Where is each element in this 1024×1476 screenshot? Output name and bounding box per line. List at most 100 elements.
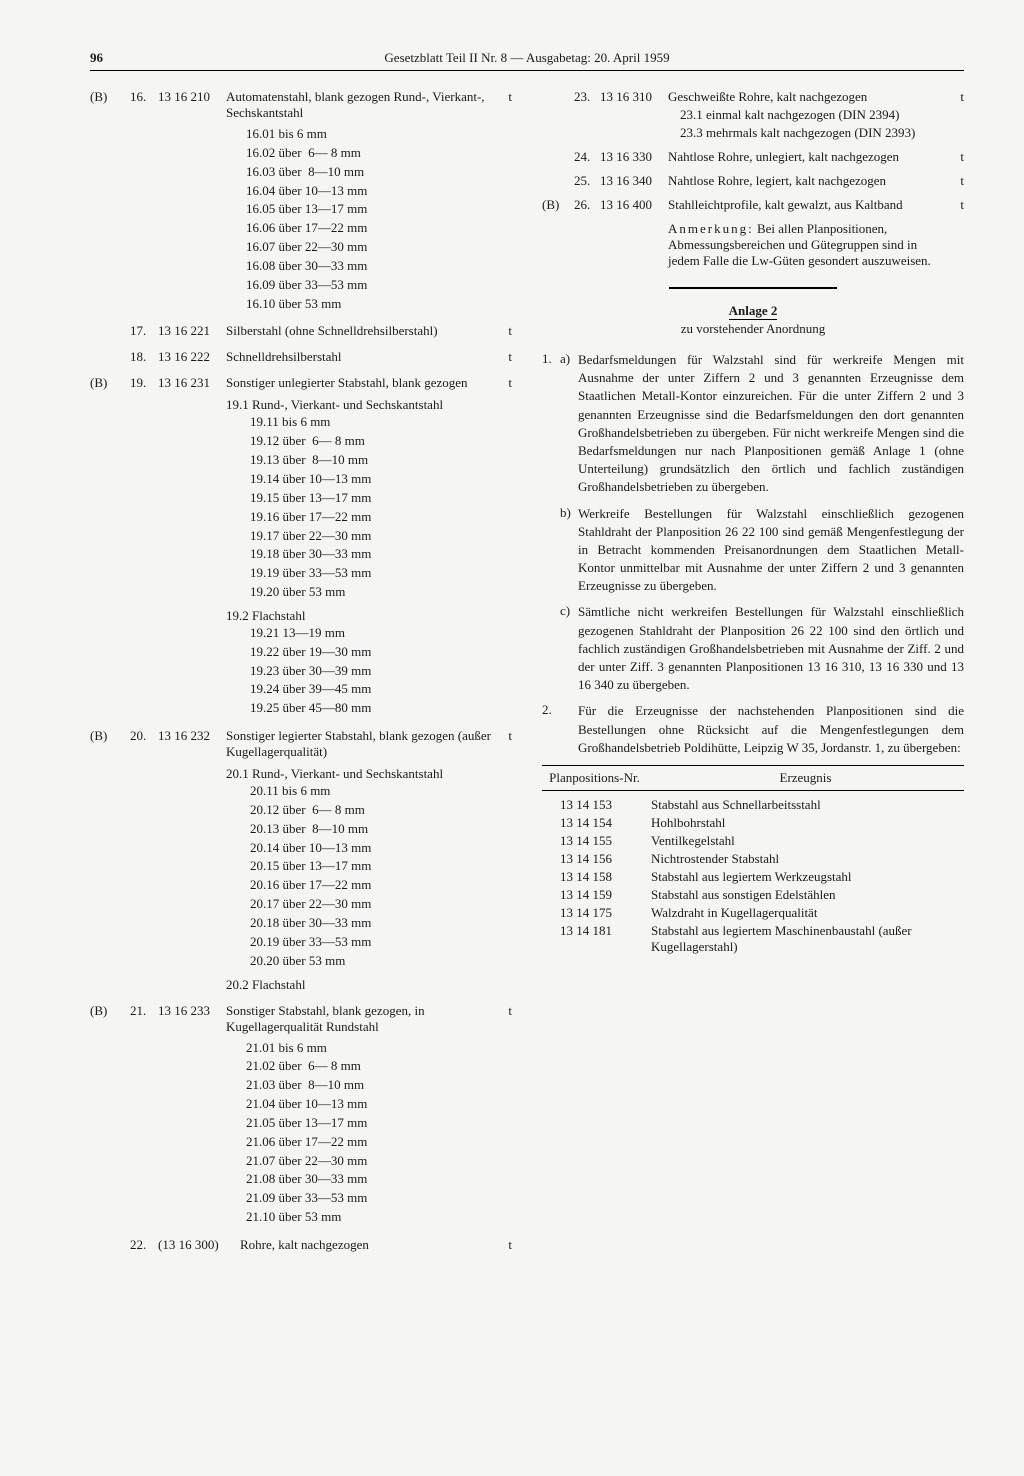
table-cell: Walzdraht in Kugellagerqualität (647, 904, 964, 922)
entry-code: 13 16 210 (158, 89, 226, 313)
entry-unit: t (508, 728, 512, 744)
size-line: 21.01 bis 6 mm (226, 1039, 498, 1058)
table-cell: Nichtrostender Stabstahl (647, 850, 964, 868)
table-row: 13 14 158Stabstahl aus legiertem Werkzeu… (542, 868, 964, 886)
table-cell: Ventilkegelstahl (647, 832, 964, 850)
subline: 23.1 einmal kalt nachgezogen (DIN 2394) (668, 107, 950, 123)
entry-unit: t (960, 197, 964, 213)
entry: (B)20.13 16 232Sonstiger legierter Stabs… (90, 728, 512, 992)
table-row: 13 14 154Hohlbohrstahl (542, 814, 964, 832)
entry-unit: t (508, 375, 512, 391)
entry-unit: t (508, 323, 512, 339)
size-line: 19.18 über 30—33 mm (250, 545, 498, 564)
table-cell: 13 14 155 (542, 832, 647, 850)
size-line: 20.20 über 53 mm (250, 952, 498, 971)
subgroup-head: 19.2 Flachstahl (226, 608, 498, 624)
table-cell: 13 14 158 (542, 868, 647, 886)
size-line: 21.08 über 30—33 mm (226, 1170, 498, 1189)
size-line: 20.16 über 17—22 mm (250, 876, 498, 895)
entry: (B)16.13 16 210Automatenstahl, blank gez… (90, 89, 512, 313)
entry-unit: t (960, 149, 964, 165)
list-letter (560, 702, 578, 757)
size-line: 20.18 über 30—33 mm (250, 914, 498, 933)
size-line: 19.16 über 17—22 mm (250, 508, 498, 527)
entry-title: Sonstiger Stabstahl, blank gezogen, in K… (226, 1003, 498, 1035)
entry-unit: t (508, 89, 512, 105)
entry-title: Sonstiger unlegierter Stabstahl, blank g… (226, 375, 498, 391)
entry: 25.13 16 340Nahtlose Rohre, legiert, kal… (542, 173, 964, 189)
anlage-subtitle: zu vorstehender Anordnung (542, 321, 964, 337)
content-columns: (B)16.13 16 210Automatenstahl, blank gez… (90, 89, 964, 1263)
size-line: 20.19 über 33—53 mm (250, 933, 498, 952)
size-line: 21.03 über 8—10 mm (226, 1076, 498, 1095)
size-line: 16.10 über 53 mm (226, 295, 498, 314)
list-body: Für die Erzeugnisse der nachstehenden Pl… (578, 702, 964, 757)
entry-title: Sonstiger legierter Stabstahl, blank gez… (226, 728, 498, 760)
size-line: 16.01 bis 6 mm (226, 125, 498, 144)
size-line: 16.09 über 33—53 mm (226, 276, 498, 295)
entry-code: 13 16 221 (158, 323, 226, 339)
entry-number: 17. (130, 323, 158, 339)
list-letter: c) (560, 603, 578, 694)
size-line: 20.15 über 13—17 mm (250, 857, 498, 876)
entry-prefix: (B) (90, 375, 130, 718)
size-line: 20.12 über 6— 8 mm (250, 801, 498, 820)
entry-desc: Geschweißte Rohre, kalt nachgezogent23.1… (668, 89, 964, 141)
size-line: 16.03 über 8—10 mm (226, 163, 498, 182)
entry-number: 24. (574, 149, 600, 165)
entry-title: Schnelldrehsilberstahl (226, 349, 498, 365)
entry-desc: Schnelldrehsilberstahlt (226, 349, 512, 365)
size-line: 20.14 über 10—13 mm (250, 839, 498, 858)
entry: 22.(13 16 300)Rohre, kalt nachgezogent (90, 1237, 512, 1253)
entry-number: 20. (130, 728, 158, 992)
entry-title: Nahtlose Rohre, legiert, kalt nachgezoge… (668, 173, 950, 189)
entry: (B)21.13 16 233Sonstiger Stabstahl, blan… (90, 1003, 512, 1227)
size-line: 19.24 über 39—45 mm (250, 680, 498, 699)
page-number: 96 (90, 50, 103, 66)
list-letter: b) (560, 505, 578, 596)
entry-code: 13 16 340 (600, 173, 668, 189)
entry-code: 13 16 232 (158, 728, 226, 992)
entry: 17.13 16 221Silberstahl (ohne Schnelldre… (90, 323, 512, 339)
size-line: 16.08 über 30—33 mm (226, 257, 498, 276)
entry-title: Stahlleichtprofile, kalt gewalzt, aus Ka… (668, 197, 950, 213)
size-line: 21.04 über 10—13 mm (226, 1095, 498, 1114)
size-line: 19.11 bis 6 mm (250, 413, 498, 432)
header-title: Gesetzblatt Teil II Nr. 8 — Ausgabetag: … (384, 50, 669, 65)
subgroup-head: 20.1 Rund-, Vierkant- und Sechskantstahl (226, 766, 498, 782)
entry: 23.13 16 310Geschweißte Rohre, kalt nach… (542, 89, 964, 141)
size-line: 20.13 über 8—10 mm (250, 820, 498, 839)
list-item: 2.Für die Erzeugnisse der nachstehenden … (542, 702, 964, 757)
entry-desc: Silberstahl (ohne Schnelldrehsilberstahl… (226, 323, 512, 339)
numbered-list: 1.a)Bedarfsmeldungen für Walzstahl sind … (542, 351, 964, 757)
list-item: 1.a)Bedarfsmeldungen für Walzstahl sind … (542, 351, 964, 497)
entry-prefix (542, 89, 574, 141)
entry-prefix: (B) (90, 728, 130, 992)
table-header: Planpositions-Nr. (542, 765, 647, 790)
entry-number: 23. (574, 89, 600, 141)
list-letter: a) (560, 351, 578, 497)
table-cell: 13 14 175 (542, 904, 647, 922)
size-line: 20.17 über 22—30 mm (250, 895, 498, 914)
size-line: 16.06 über 17—22 mm (226, 219, 498, 238)
size-line: 19.14 über 10—13 mm (250, 470, 498, 489)
size-line: 21.02 über 6— 8 mm (226, 1057, 498, 1076)
anmerkung: Anmerkung: Bei allen Planpositionen, Abm… (542, 221, 964, 269)
table-row: 13 14 155Ventilkegelstahl (542, 832, 964, 850)
size-line: 19.20 über 53 mm (250, 583, 498, 602)
table-row: 13 14 175Walzdraht in Kugellagerqualität (542, 904, 964, 922)
size-line: 19.22 über 19—30 mm (250, 643, 498, 662)
page-header: 96 Gesetzblatt Teil II Nr. 8 — Ausgabeta… (90, 50, 964, 71)
table-row: 13 14 156Nichtrostender Stabstahl (542, 850, 964, 868)
planpositions-table: Planpositions-Nr. Erzeugnis 13 14 153Sta… (542, 765, 964, 957)
entry-code: 13 16 222 (158, 349, 226, 365)
entry-code: 13 16 233 (158, 1003, 226, 1227)
entry-title: Geschweißte Rohre, kalt nachgezogen (668, 89, 950, 105)
size-line: 19.12 über 6— 8 mm (250, 432, 498, 451)
entry-desc: Nahtlose Rohre, legiert, kalt nachgezoge… (668, 173, 964, 189)
list-number (542, 603, 560, 694)
entry-code: 13 16 231 (158, 375, 226, 718)
entry-prefix (90, 1237, 130, 1253)
subgroup-head: 19.1 Rund-, Vierkant- und Sechskantstahl (226, 397, 498, 413)
size-line: 16.02 über 6— 8 mm (226, 144, 498, 163)
